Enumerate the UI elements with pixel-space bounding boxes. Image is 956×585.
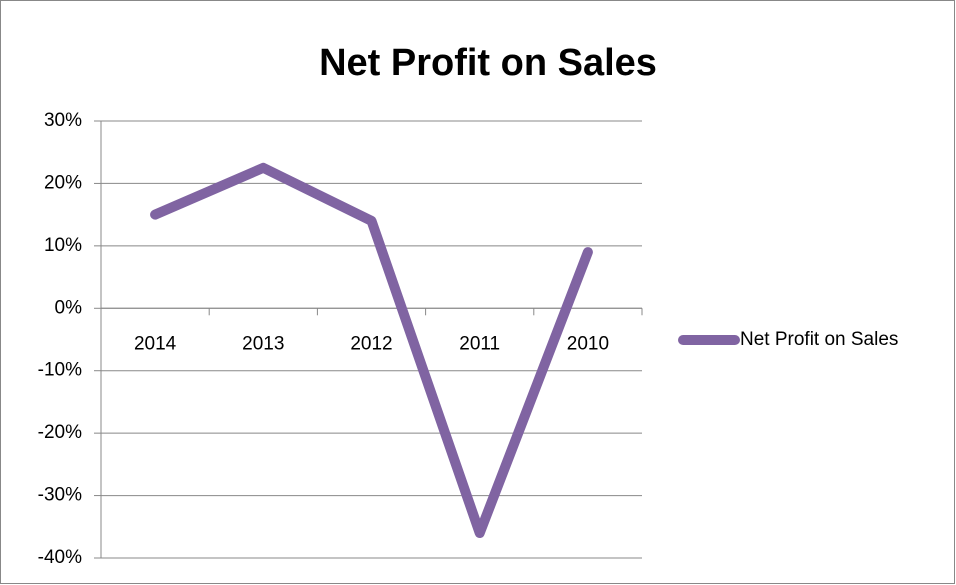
y-tick-label: -40% [38,547,82,568]
x-tick-label: 2012 [350,333,392,354]
y-tick-label: 0% [55,297,83,318]
x-tick-label: 2011 [459,333,500,354]
y-tick-label: -20% [38,422,82,443]
y-tick-label: -30% [38,485,82,506]
chart-title: Net Profit on Sales [319,42,657,84]
y-tick-label: 30% [44,110,82,131]
x-tick-label: 2013 [242,333,284,354]
y-tick-label: 20% [44,172,82,193]
y-tick-label: 10% [44,235,82,256]
legend-label: Net Profit on Sales [740,329,898,350]
y-tick-label: -10% [38,360,82,381]
x-tick-label: 2010 [567,333,609,354]
x-tick-label: 2014 [134,333,177,354]
line-series [150,162,593,539]
